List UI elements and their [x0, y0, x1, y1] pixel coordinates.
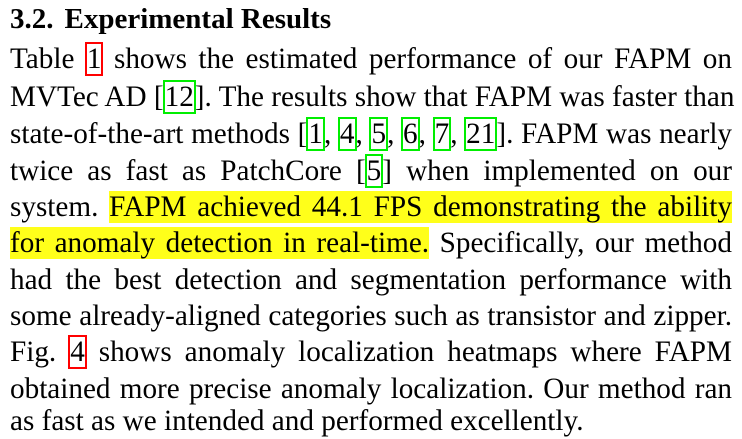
text-line-8: some already-aligned categories such as … [10, 300, 732, 332]
citation-link[interactable]: 6 [401, 117, 420, 151]
citation-link[interactable]: 1 [306, 117, 325, 151]
text-fragment: shows the estimated performance of our F… [102, 43, 732, 75]
text-line-11: as fast as we intended and performed exc… [10, 405, 584, 437]
text-line-9: Fig. 4 shows anomaly localization heatma… [10, 334, 732, 370]
text-fragment: ]. FAPM was nearly [496, 118, 733, 150]
citation-link[interactable]: 21 [464, 117, 498, 151]
text-line-7: had the best detection and segmentation … [10, 264, 732, 296]
text-line-1: Table 1 shows the estimated performance … [10, 41, 732, 77]
figure-ref-link[interactable]: 4 [68, 335, 87, 369]
citation-link[interactable]: 5 [369, 117, 389, 151]
text-fragment: twice as fast as PatchCore [ [10, 155, 366, 187]
text-fragment: ]. The results show that FAPM was faster… [194, 81, 735, 113]
text-fragment: , [418, 118, 434, 150]
citation-link[interactable]: 12 [162, 80, 196, 114]
text-line-2: MVTec AD [12]. The results show that FAP… [10, 79, 735, 115]
text-fragment: , [387, 118, 403, 150]
text-fragment: , [450, 118, 466, 150]
highlighted-text: for anomaly detection in real-time. [10, 227, 430, 259]
citation-link[interactable]: 4 [337, 117, 357, 151]
table-ref-link[interactable]: 1 [84, 42, 104, 76]
section-heading: 3.2. Experimental Results [10, 2, 331, 36]
text-line-4: twice as fast as PatchCore [5] when impl… [10, 153, 732, 189]
text-line-6: for anomaly detection in real-time. Spec… [10, 225, 732, 261]
section-number: 3.2. [10, 3, 54, 35]
text-fragment: ] when implemented on our [382, 155, 732, 187]
section-title: Experimental Results [64, 3, 332, 35]
text-fragment: , [323, 118, 339, 150]
citation-link[interactable]: 7 [432, 117, 452, 151]
text-fragment: state-of-the-art methods [ [10, 118, 308, 150]
text-fragment: shows anomaly localization heatmaps wher… [85, 336, 732, 368]
text-fragment: system. [10, 191, 110, 223]
text-fragment: Fig. [10, 336, 70, 368]
highlighted-text: FAPM achieved 44.1 FPS demonstrating the… [109, 191, 732, 223]
text-line-3: state-of-the-art methods [1, 4, 5, 6, 7,… [10, 116, 732, 152]
text-fragment: MVTec AD [ [10, 81, 164, 113]
text-fragment: Table [10, 43, 86, 75]
text-fragment: Specifically, our method [429, 227, 732, 259]
text-line-10: obtained more precise anomaly localizati… [10, 373, 732, 405]
text-line-5: system. FAPM achieved 44.1 FPS demonstra… [10, 189, 732, 225]
citation-link[interactable]: 5 [364, 154, 384, 188]
text-fragment: , [355, 118, 371, 150]
